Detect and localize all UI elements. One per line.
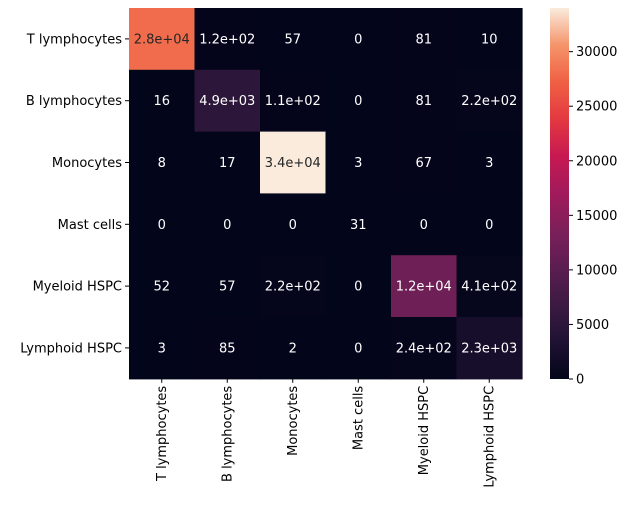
cell-annotation: 81 bbox=[415, 32, 432, 47]
cell-annotation: 3 bbox=[158, 341, 166, 356]
heatmap-cell bbox=[456, 255, 523, 318]
heatmap-cell bbox=[194, 8, 261, 71]
colorbar-tick-label: 25000 bbox=[576, 100, 617, 115]
cell-annotation: 2.8e+04 bbox=[134, 32, 190, 47]
cell-annotation: 0 bbox=[354, 94, 362, 109]
colorbar: 0 5000 10000 15000 20000 25000 30000 bbox=[550, 8, 617, 388]
heatmap-cell bbox=[194, 131, 261, 194]
y-tick-label: B lymphocytes bbox=[26, 94, 122, 109]
cell-annotation: 81 bbox=[415, 94, 432, 109]
heatmap-cell bbox=[325, 8, 392, 71]
heatmap-cell bbox=[325, 69, 392, 133]
y-tick-label: Mast cells bbox=[58, 218, 123, 233]
x-axis: T lymphocytes B lymphocytes Monocytes Mast … bbox=[155, 378, 498, 488]
heatmap-cell bbox=[391, 131, 458, 194]
cell-annotation: 85 bbox=[219, 341, 236, 356]
cell-annotation: 3 bbox=[485, 156, 493, 171]
y-tick-label: Monocytes bbox=[52, 156, 122, 171]
heatmap-cell bbox=[129, 69, 196, 133]
cell-annotation: 4.9e+03 bbox=[199, 94, 255, 109]
heatmap-cell bbox=[456, 193, 523, 256]
heatmap-cell bbox=[391, 8, 458, 71]
heatmap-cell bbox=[391, 193, 458, 256]
heatmap-cell bbox=[260, 131, 327, 194]
cell-annotation: 67 bbox=[415, 156, 432, 171]
cell-annotation: 4.1e+02 bbox=[461, 280, 517, 295]
heatmap-cell bbox=[325, 193, 392, 256]
x-tick-label: Mast cells bbox=[352, 386, 367, 451]
heatmap-cell bbox=[194, 255, 261, 318]
heatmap-cell bbox=[129, 193, 196, 256]
heatmap-cell bbox=[260, 8, 327, 71]
heatmap-cell bbox=[391, 317, 458, 380]
x-tick-label: Monocytes bbox=[286, 386, 301, 456]
heatmap-cell bbox=[260, 255, 327, 318]
heatmap-cell bbox=[260, 317, 327, 380]
heatmap-cell bbox=[194, 317, 261, 380]
cell-annotation: 2.2e+02 bbox=[461, 94, 517, 109]
cell-annotation: 0 bbox=[420, 218, 428, 233]
heatmap-cell bbox=[456, 69, 523, 133]
cell-annotation: 2.4e+02 bbox=[396, 341, 452, 356]
y-tick-label: T lymphocytes bbox=[26, 32, 122, 47]
heatmap-cell bbox=[456, 8, 523, 71]
heatmap-cell bbox=[129, 131, 196, 194]
cell-annotation: 16 bbox=[153, 94, 170, 109]
colorbar-tick-label: 0 bbox=[576, 373, 584, 388]
cell-annotation: 0 bbox=[158, 218, 166, 233]
cell-annotation: 8 bbox=[158, 156, 166, 171]
cell-annotation: 31 bbox=[350, 218, 367, 233]
heatmap-cell bbox=[194, 193, 261, 256]
heatmap-cell bbox=[129, 8, 196, 71]
heatmap-cell bbox=[325, 131, 392, 194]
cell-annotation: 3.4e+04 bbox=[265, 156, 321, 171]
heatmap-cell bbox=[391, 69, 458, 133]
cell-annotation: 57 bbox=[284, 32, 301, 47]
colorbar-tick-label: 20000 bbox=[576, 154, 617, 169]
colorbar-tick-label: 5000 bbox=[576, 318, 609, 333]
y-axis: T lymphocytes B lymphocytes Monocytes Mast … bbox=[20, 32, 129, 356]
x-tick-label: Myeloid HSPC bbox=[417, 386, 432, 475]
cell-annotation: 17 bbox=[219, 156, 236, 171]
heatmap-cell bbox=[129, 255, 196, 318]
heatmap-cell bbox=[194, 69, 261, 133]
x-tick-label: T lymphocytes bbox=[155, 386, 170, 482]
cell-annotation: 0 bbox=[354, 341, 362, 356]
colorbar-tick-label: 30000 bbox=[576, 45, 617, 60]
cell-annotation: 3 bbox=[354, 156, 362, 171]
heatmap-cell bbox=[129, 317, 196, 380]
cell-annotation: 1.1e+02 bbox=[265, 94, 321, 109]
cell-annotation: 1.2e+04 bbox=[396, 280, 452, 295]
x-tick-label: Lymphoid HSPC bbox=[483, 386, 498, 488]
heatmap-cell bbox=[260, 69, 327, 133]
heatmap-cell bbox=[325, 255, 392, 318]
colorbar-tick-label: 10000 bbox=[576, 263, 617, 278]
cell-annotation: 52 bbox=[153, 280, 170, 295]
y-tick-label: Lymphoid HSPC bbox=[20, 341, 122, 356]
colorbar-tick-label: 15000 bbox=[576, 209, 617, 224]
heatmap-cell bbox=[260, 193, 327, 256]
cell-annotation: 57 bbox=[219, 280, 236, 295]
heatmap-cell bbox=[456, 317, 523, 380]
cell-annotation: 2.2e+02 bbox=[265, 280, 321, 295]
heatmap-cell bbox=[391, 255, 458, 318]
heatmap-cells bbox=[129, 8, 523, 380]
cell-annotation: 0 bbox=[354, 280, 362, 295]
cell-annotation: 0 bbox=[289, 218, 297, 233]
heatmap-cell bbox=[456, 131, 523, 194]
cell-annotation: 1.2e+02 bbox=[199, 32, 255, 47]
cell-annotation: 2 bbox=[289, 341, 297, 356]
cell-annotation: 2.3e+03 bbox=[461, 341, 517, 356]
colorbar-gradient bbox=[550, 8, 569, 379]
cell-annotation: 0 bbox=[223, 218, 231, 233]
y-tick-label: Myeloid HSPC bbox=[33, 280, 122, 295]
cell-annotation: 0 bbox=[354, 32, 362, 47]
x-tick-label: B lymphocytes bbox=[221, 386, 236, 482]
cell-annotation: 10 bbox=[481, 32, 498, 47]
cell-annotation: 0 bbox=[485, 218, 493, 233]
heatmap-cell bbox=[325, 317, 392, 380]
